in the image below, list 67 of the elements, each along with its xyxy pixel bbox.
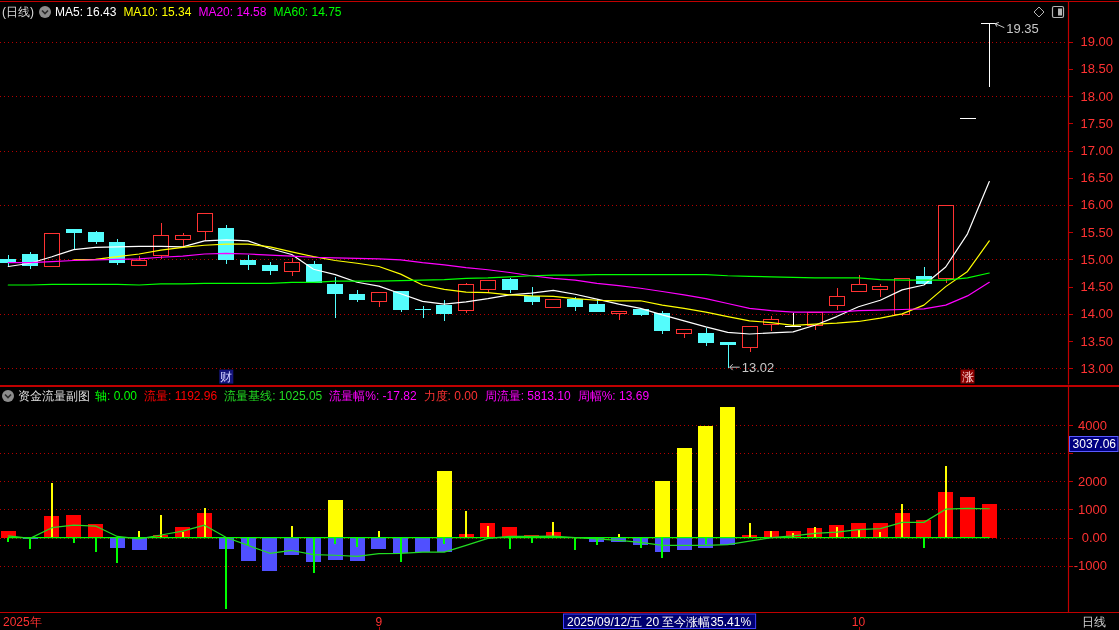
annotation: 周流量: 5813.10 bbox=[484, 389, 572, 403]
chart-title: (日线) bbox=[2, 5, 34, 19]
text: MA5: 16.43 bbox=[55, 5, 117, 19]
y-tick-label: 16.50 bbox=[1080, 170, 1113, 186]
candlestick bbox=[44, 233, 60, 267]
bar bbox=[328, 537, 343, 561]
text: 日线 bbox=[1082, 614, 1106, 629]
annotation: 周幅%: 13.69 bbox=[577, 389, 650, 403]
candlestick bbox=[66, 229, 82, 250]
bar bbox=[982, 504, 997, 538]
y-tick-label: 17.00 bbox=[1080, 143, 1113, 159]
candlestick bbox=[742, 326, 758, 352]
bar bbox=[225, 537, 227, 609]
candlestick bbox=[393, 291, 409, 312]
y-tick-label: 18.00 bbox=[1080, 88, 1113, 104]
y-tick-label: 0.00 bbox=[1081, 530, 1107, 546]
y-tick-label: 14.50 bbox=[1080, 279, 1113, 295]
line-series bbox=[7, 507, 990, 557]
text: 流量基线: 1025.05 bbox=[224, 389, 323, 403]
bar bbox=[655, 480, 670, 538]
annotation: 财 bbox=[220, 369, 233, 384]
x-tick-label: 9 bbox=[375, 614, 383, 629]
candlestick bbox=[676, 329, 692, 338]
bar bbox=[66, 515, 81, 538]
bar bbox=[437, 470, 452, 538]
annotation: 涨 bbox=[961, 369, 974, 384]
y-tick-label: 14.00 bbox=[1080, 306, 1113, 322]
y-tick-label: 15.50 bbox=[1080, 224, 1113, 240]
text: MA60: 14.75 bbox=[273, 5, 342, 19]
y-tick-label: 19.00 bbox=[1080, 34, 1113, 50]
bar bbox=[720, 406, 735, 538]
y-tick-label: 4000 bbox=[1078, 417, 1107, 433]
y-tick-label: 15.00 bbox=[1080, 251, 1113, 267]
bar bbox=[677, 447, 692, 538]
candlestick bbox=[371, 292, 387, 307]
text: 3037.06 bbox=[1072, 437, 1117, 451]
y-tick-label: 2000 bbox=[1078, 473, 1107, 489]
bar bbox=[328, 500, 343, 538]
annotation: 力度: 0.00 bbox=[423, 389, 478, 403]
y-tick-label: 1000 bbox=[1078, 501, 1107, 517]
text: 19.35 bbox=[1006, 21, 1039, 37]
text: 2025/09/12/五 20 至今涨幅35.41% bbox=[567, 614, 752, 629]
text: MA10: 15.34 bbox=[123, 5, 192, 19]
text: 轴: 0.00 bbox=[95, 389, 138, 403]
y-tick-label: 16.00 bbox=[1080, 197, 1113, 213]
text: 2025年 bbox=[3, 614, 42, 629]
bar bbox=[284, 537, 299, 555]
bar bbox=[698, 425, 713, 538]
annotation: 流量幅%: -17.82 bbox=[329, 389, 417, 403]
annotation: 13.02 bbox=[741, 359, 775, 375]
bar bbox=[415, 537, 430, 553]
text: MA20: 14.58 bbox=[198, 5, 267, 19]
y-tick-label: 13.50 bbox=[1080, 333, 1113, 349]
candlestick bbox=[633, 309, 649, 315]
y-tick-label: 18.50 bbox=[1080, 61, 1113, 77]
text: 流量: 1192.96 bbox=[144, 389, 218, 403]
chart-title: 资金流量副图 bbox=[18, 389, 90, 403]
candlestick bbox=[611, 311, 627, 320]
x-tick-label: 10 bbox=[851, 614, 866, 629]
y-tick-label: 17.50 bbox=[1080, 115, 1113, 131]
bar bbox=[960, 496, 975, 538]
bar bbox=[262, 537, 277, 571]
bar bbox=[371, 537, 386, 550]
y-tick-label: 13.00 bbox=[1080, 360, 1113, 376]
y-tick-label: -1000 bbox=[1073, 558, 1107, 574]
candlestick bbox=[545, 299, 561, 308]
bar bbox=[574, 537, 576, 550]
